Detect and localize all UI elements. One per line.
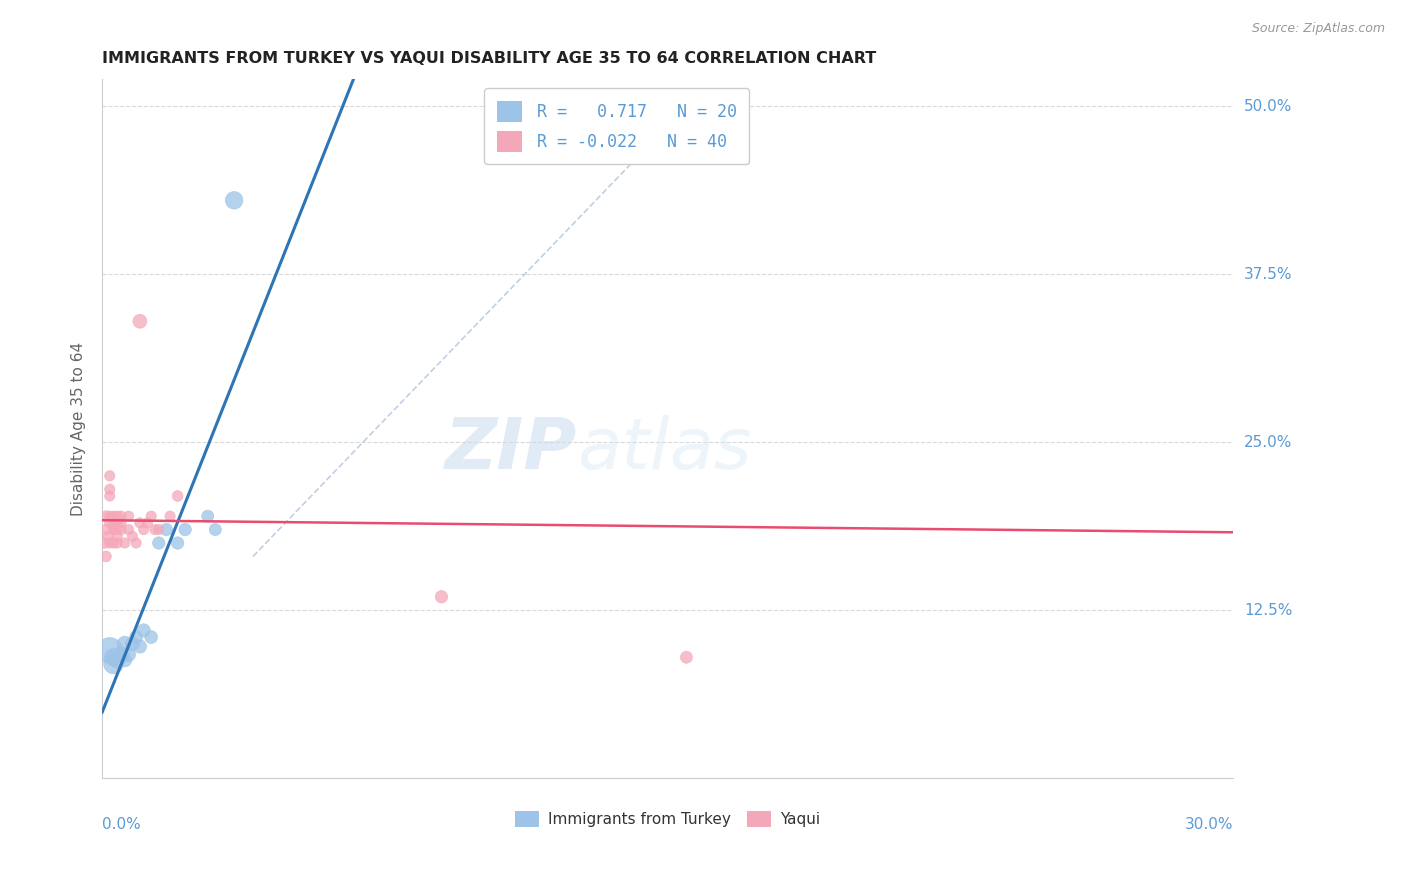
Point [132,624,155,638]
Point [98,643,121,657]
Point [143,523,166,537]
Text: 25.0%: 25.0% [1244,434,1292,450]
Point [98,516,121,530]
Point [103,523,125,537]
Text: 37.5%: 37.5% [1244,267,1292,282]
Point [94,509,117,524]
Point [98,468,121,483]
Point [166,489,188,503]
Point [117,509,139,524]
Point [159,509,181,524]
Text: 50.0%: 50.0% [1244,99,1292,113]
Point [105,536,128,550]
Point [105,516,128,530]
Point [136,516,159,530]
Point [105,653,128,667]
Point [98,536,121,550]
Point [105,529,128,543]
Point [103,657,125,671]
Point [166,536,188,550]
Point [103,516,125,530]
Point [117,523,139,537]
Point [117,648,139,662]
Point [103,523,125,537]
Text: 0.0%: 0.0% [103,817,141,831]
Point [129,516,152,530]
Point [430,590,453,604]
Point [103,650,125,665]
Point [103,509,125,524]
Point [141,509,163,524]
Text: Source: ZipAtlas.com: Source: ZipAtlas.com [1251,22,1385,36]
Point [110,648,132,662]
Point [121,529,143,543]
Y-axis label: Disability Age 35 to 64: Disability Age 35 to 64 [72,342,86,516]
Text: 30.0%: 30.0% [1184,817,1233,831]
Point [121,637,143,651]
Point [114,637,136,651]
Point [174,523,197,537]
Point [103,536,125,550]
Point [98,509,121,524]
Point [224,194,246,208]
Point [110,516,132,530]
Point [675,650,697,665]
Point [110,523,132,537]
Text: IMMIGRANTS FROM TURKEY VS YAQUI DISABILITY AGE 35 TO 64 CORRELATION CHART: IMMIGRANTS FROM TURKEY VS YAQUI DISABILI… [103,51,876,66]
Point [129,640,152,654]
Point [105,509,128,524]
Point [94,523,117,537]
Point [114,653,136,667]
Point [141,630,163,644]
Point [110,509,132,524]
Point [93,536,115,550]
Point [155,523,177,537]
Point [197,509,219,524]
Point [105,523,128,537]
Point [98,489,121,503]
Point [125,536,148,550]
Point [98,483,121,497]
Text: ZIP: ZIP [444,416,576,484]
Point [148,523,170,537]
Text: 12.5%: 12.5% [1244,603,1292,618]
Point [94,549,117,564]
Point [204,523,226,537]
Text: atlas: atlas [576,416,752,484]
Point [148,536,170,550]
Point [114,536,136,550]
Legend: Immigrants from Turkey, Yaqui: Immigrants from Turkey, Yaqui [509,805,827,833]
Point [125,630,148,644]
Point [97,529,120,543]
Point [129,314,152,328]
Point [132,523,155,537]
